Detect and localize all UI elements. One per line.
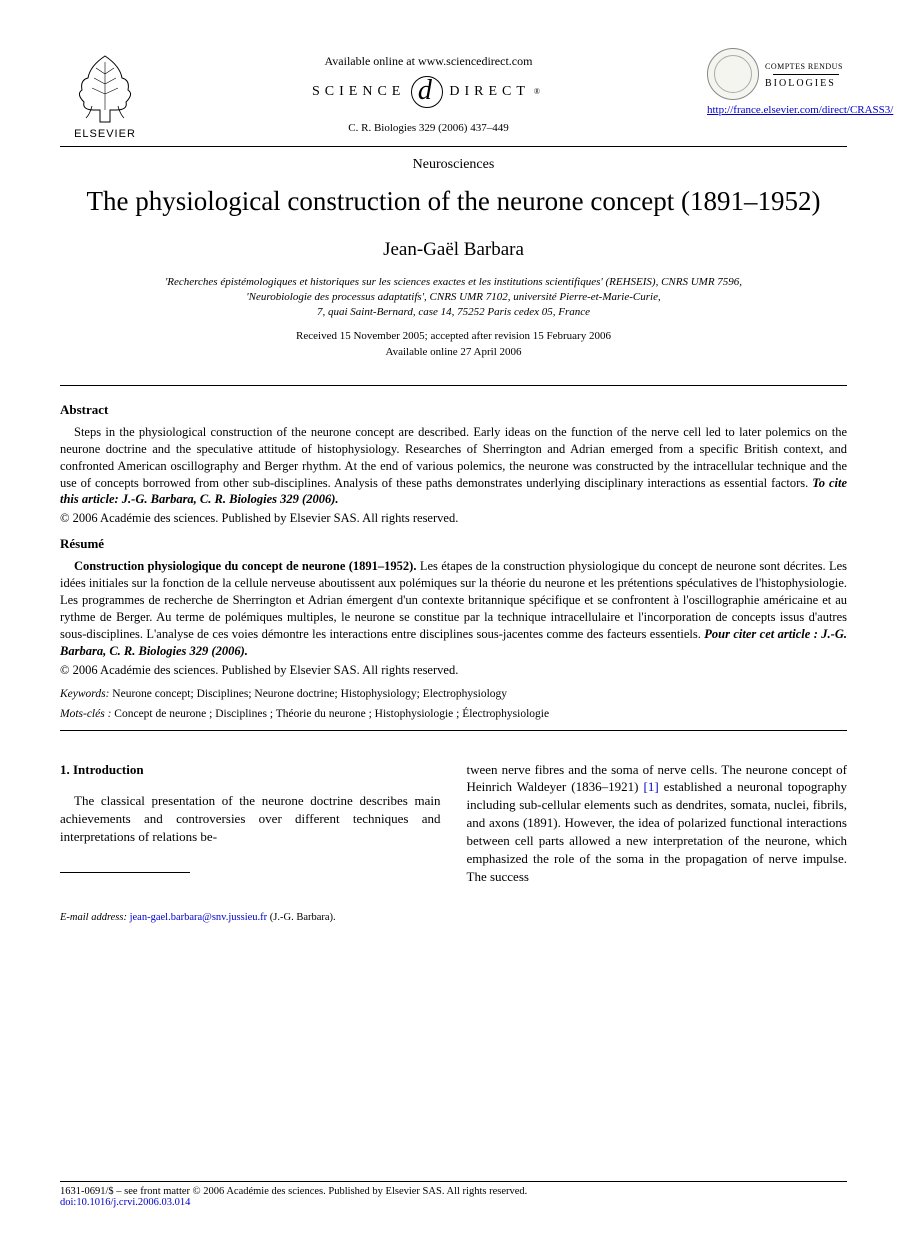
- online-date: Available online 27 April 2006: [60, 344, 847, 361]
- journal-name-top: COMPTES RENDUS: [765, 62, 847, 71]
- resume-heading: Résumé: [60, 536, 847, 552]
- email-label: E-mail address:: [60, 912, 130, 923]
- doi-link[interactable]: doi:10.1016/j.crvi.2006.03.014: [60, 1197, 190, 1208]
- journal-divider: [773, 74, 839, 75]
- abstract-bottom-rule: [60, 730, 847, 731]
- column-right: tween nerve fibres and the soma of nerve…: [467, 761, 848, 926]
- section-number: 1.: [60, 762, 70, 777]
- affil-line-1: 'Recherches épistémologiques et historiq…: [60, 275, 847, 290]
- publisher-name: ELSEVIER: [60, 128, 150, 140]
- keywords-en: Neurone concept; Disciplines; Neurone do…: [112, 688, 507, 700]
- section-title: Introduction: [73, 762, 144, 777]
- journal-logo-block: COMPTES RENDUS BIOLOGIES http://france.e…: [707, 48, 847, 116]
- page-header: ELSEVIER Available online at www.science…: [60, 48, 847, 140]
- email-row: E-mail address: jean-gael.barbara@snv.ju…: [60, 909, 441, 925]
- affil-line-2: 'Neurobiologie des processus adaptatifs'…: [60, 290, 847, 305]
- sciencedirect-wordmark: SCIENCE d DIRECT ®: [312, 75, 545, 108]
- article-dates: Received 15 November 2005; accepted afte…: [60, 328, 847, 361]
- email-link[interactable]: jean-gael.barbara@snv.jussieu.fr: [130, 912, 268, 923]
- intro-para-col2: tween nerve fibres and the soma of nerve…: [467, 761, 848, 887]
- affiliations: 'Recherches épistémologiques et historiq…: [60, 275, 847, 320]
- journal-url-link[interactable]: http://france.elsevier.com/direct/CRASS3…: [707, 104, 847, 116]
- copyright-en: © 2006 Académie des sciences. Published …: [60, 511, 847, 526]
- resume-lead: Construction physiologique du concept de…: [74, 559, 420, 573]
- author-name: Jean-Gaël Barbara: [60, 239, 847, 261]
- issn-line: 1631-0691/$ – see front matter © 2006 Ac…: [60, 1186, 847, 1197]
- email-author: (J.-G. Barbara).: [267, 912, 336, 923]
- received-date: Received 15 November 2005; accepted afte…: [60, 328, 847, 345]
- page-footer: 1631-0691/$ – see front matter © 2006 Ac…: [60, 1181, 847, 1208]
- abstract-body: Steps in the physiological construction …: [60, 424, 847, 508]
- article-section: Neurosciences: [60, 157, 847, 173]
- sd-left: SCIENCE: [312, 84, 405, 100]
- keywords-fr-label: Mots-clés :: [60, 708, 114, 720]
- available-online-text: Available online at www.sciencedirect.co…: [150, 54, 707, 69]
- copyright-fr: © 2006 Académie des sciences. Published …: [60, 663, 847, 678]
- abstract-heading: Abstract: [60, 402, 847, 418]
- registered-mark: ®: [534, 87, 545, 96]
- section-heading: 1. Introduction: [60, 761, 441, 779]
- affil-line-3: 7, quai Saint-Bernard, case 14, 75252 Pa…: [60, 305, 847, 320]
- header-center: Available online at www.sciencedirect.co…: [150, 48, 707, 134]
- citation-line: C. R. Biologies 329 (2006) 437–449: [150, 122, 707, 134]
- column-left: 1. Introduction The classical presentati…: [60, 761, 441, 926]
- article-title: The physiological construction of the ne…: [60, 185, 847, 217]
- keywords-fr-row: Mots-clés : Concept de neurone ; Discipl…: [60, 708, 847, 720]
- sd-at-icon: d: [411, 75, 443, 108]
- sd-right: DIRECT: [449, 84, 530, 100]
- abstract-text: Steps in the physiological construction …: [60, 425, 847, 490]
- col2-text-2: established a neuronal topography includ…: [467, 779, 848, 884]
- header-rule: [60, 146, 847, 147]
- keywords-en-label: Keywords:: [60, 688, 112, 700]
- body-columns: 1. Introduction The classical presentati…: [60, 761, 847, 926]
- journal-name-bottom: BIOLOGIES: [765, 78, 847, 89]
- footnote-rule: [60, 872, 190, 873]
- ref-link-1[interactable]: [1]: [643, 779, 658, 794]
- keywords-en-row: Keywords: Neurone concept; Disciplines; …: [60, 688, 847, 700]
- resume-body: Construction physiologique du concept de…: [60, 558, 847, 659]
- abstract-top-rule: [60, 385, 847, 386]
- elsevier-tree-icon: [70, 48, 140, 126]
- intro-para-col1: The classical presentation of the neuron…: [60, 792, 441, 846]
- keywords-fr: Concept de neurone ; Disciplines ; Théor…: [114, 708, 549, 720]
- journal-seal-icon: [707, 48, 759, 100]
- publisher-logo-block: ELSEVIER: [60, 48, 150, 140]
